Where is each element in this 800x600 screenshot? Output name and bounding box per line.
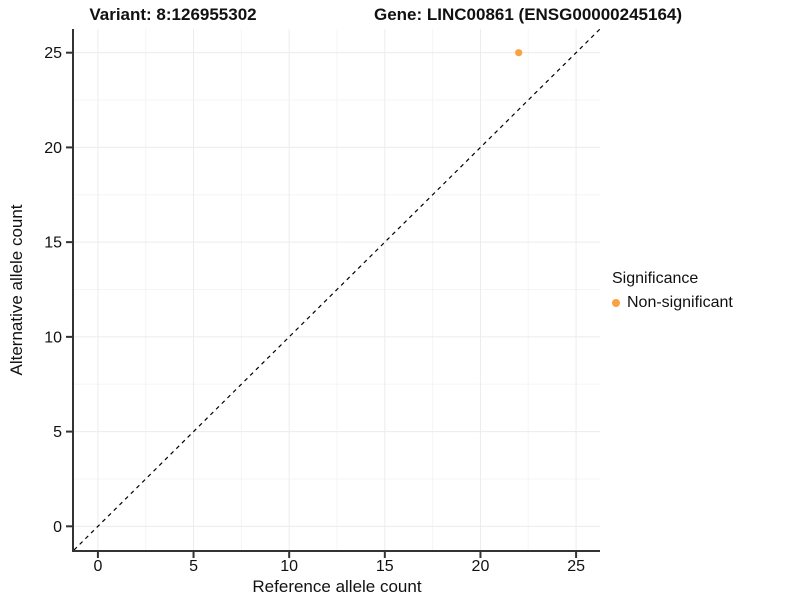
x-tick-label: 0	[93, 558, 102, 575]
y-tick-label: 10	[44, 329, 62, 346]
tick-marks	[66, 51, 578, 558]
y-tick-label: 5	[53, 424, 62, 441]
y-tick-label: 20	[44, 140, 62, 157]
legend-item-label: Non-significant	[627, 294, 733, 311]
x-tick-label: 10	[280, 558, 298, 575]
identity-dashed-line	[73, 28, 601, 551]
variant-title: Variant: 8:126955302	[89, 5, 256, 24]
x-tick-label: 15	[376, 558, 394, 575]
legend-key-dot	[612, 299, 620, 307]
identity-line	[73, 28, 601, 551]
data-points	[515, 49, 523, 57]
tick-labels: 0 5 10 15 20 25 0 5 10 15 20 25	[44, 45, 585, 575]
y-axis-title: Alternative allele count	[7, 204, 26, 375]
legend: Significance Non-significant	[612, 270, 733, 312]
x-tick-label: 20	[472, 558, 490, 575]
legend-items: Non-significant	[612, 294, 733, 312]
y-tick-label: 25	[44, 45, 62, 62]
x-tick-label: 5	[189, 558, 198, 575]
y-tick-label: 0	[53, 519, 62, 536]
x-axis-title: Reference allele count	[252, 577, 421, 596]
axis-lines	[72, 29, 600, 552]
legend-title: Significance	[612, 270, 699, 287]
gene-title: Gene: LINC00861 (ENSG00000245164)	[374, 5, 682, 24]
legend-item: Non-significant	[612, 294, 733, 312]
x-tick-label: 25	[567, 558, 585, 575]
y-tick-label: 15	[44, 235, 62, 252]
data-point	[515, 49, 523, 57]
gridlines-major	[74, 29, 600, 550]
